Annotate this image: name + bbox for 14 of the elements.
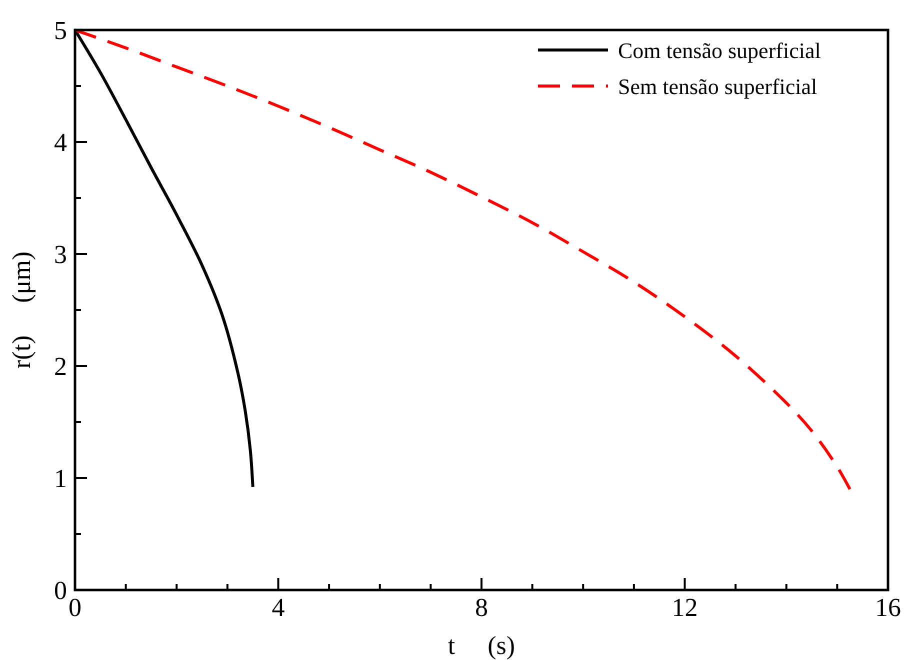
y-tick-label: 3 [54,240,67,269]
x-axis-title: t (s) [448,631,516,660]
y-tick-label: 2 [54,352,67,381]
legend-label: Com tensão superficial [618,38,821,63]
y-tick-label: 4 [54,128,67,157]
x-tick-label: 4 [272,593,285,622]
x-tick-label: 8 [475,593,488,622]
x-tick-label: 12 [672,593,698,622]
y-axis-title: r(t) (μm) [7,251,36,369]
y-tick-label: 1 [54,464,67,493]
legend-label: Sem tensão superficial [618,74,818,99]
line-series [75,28,852,491]
y-tick-label: 5 [54,16,67,45]
x-tick-label: 16 [875,593,901,622]
